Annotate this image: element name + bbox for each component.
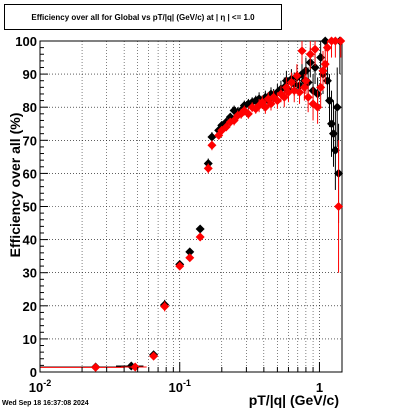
red-data-point: [292, 64, 302, 88]
diamond-marker: [336, 36, 346, 46]
y-axis-label: Efficiency over all (%): [7, 113, 23, 258]
y-tick-label: 70: [23, 133, 37, 148]
y-tick-label: 50: [23, 200, 37, 215]
diamond-marker: [207, 140, 217, 150]
diamond-marker: [334, 202, 344, 211]
diamond-marker: [332, 102, 342, 112]
diamond-marker: [217, 125, 227, 135]
diamond-marker: [313, 102, 323, 112]
diamond-marker: [322, 43, 332, 53]
chart-title: Efficiency over all for Global vs pT/|q|…: [4, 4, 282, 30]
red-data-point: [203, 163, 213, 174]
grid: [40, 41, 342, 372]
x-tick-label: 10-1: [168, 378, 190, 395]
series-1: [40, 36, 346, 372]
red-data-point: [334, 140, 344, 273]
red-data-point: [149, 351, 159, 361]
diamond-marker: [195, 232, 205, 242]
y-tick-label: 100: [15, 34, 37, 49]
diamond-marker: [292, 71, 302, 81]
red-data-point: [330, 36, 340, 58]
diamond-marker: [185, 253, 195, 263]
axes: 0 10 20 30 40 50 60 70 80 90 100 10-2 10-1 1: [15, 34, 323, 395]
diamond-marker: [91, 362, 101, 372]
diamond-marker: [185, 247, 195, 257]
red-data-point: [272, 92, 282, 109]
diamond-marker: [175, 261, 185, 271]
diamond-marker: [160, 301, 170, 311]
diamond-marker: [203, 163, 213, 173]
diamond-marker: [330, 145, 340, 155]
diamond-marker: [310, 44, 320, 54]
diamond-marker: [207, 132, 217, 142]
red-data-point: [322, 41, 332, 68]
diamond-marker: [286, 77, 296, 87]
y-tick-label: 60: [23, 166, 37, 181]
timestamp: Wed Sep 18 16:37:08 2024: [2, 400, 89, 407]
diamond-marker: [310, 62, 320, 72]
red-data-point: [310, 41, 320, 66]
red-data-point: [217, 125, 227, 135]
black-data-point: [195, 224, 205, 234]
red-data-point: [295, 80, 305, 104]
diamond-marker: [330, 36, 340, 46]
x-tick-label: 10-2: [29, 378, 51, 395]
red-data-point: [207, 140, 217, 151]
y-tick-label: 10: [23, 332, 37, 347]
y-tick-label: 90: [23, 67, 37, 82]
red-data-point: [160, 301, 170, 312]
diamond-marker: [272, 96, 282, 106]
diamond-marker: [221, 122, 231, 132]
black-data-point: [332, 67, 342, 147]
diamond-marker: [243, 109, 253, 119]
red-data-point: [221, 122, 231, 132]
diamond-marker: [303, 92, 313, 102]
black-data-point: [330, 110, 340, 190]
red-data-point: [303, 82, 313, 113]
diamond-marker: [195, 224, 205, 234]
x-tick-label: 1: [316, 380, 323, 395]
red-data-point: [297, 41, 307, 65]
series-layer: [40, 36, 346, 372]
red-data-point: [243, 108, 253, 119]
red-data-point: [185, 253, 195, 263]
red-data-point: [313, 90, 323, 124]
red-data-point: [336, 36, 346, 58]
y-tick-label: 40: [23, 233, 37, 248]
diamond-marker: [149, 351, 159, 361]
y-tick-label: 0: [30, 365, 37, 380]
x-axis-label: pT/|q| (GeV/c): [249, 392, 339, 408]
y-tick-label: 80: [23, 100, 37, 115]
red-data-point: [175, 261, 185, 271]
black-data-point: [185, 247, 195, 257]
red-data-point: [305, 41, 315, 70]
y-tick-label: 20: [23, 299, 37, 314]
y-tick-label: 30: [23, 266, 37, 281]
red-data-point: [195, 232, 205, 242]
diamond-marker: [297, 46, 307, 56]
diamond-marker: [295, 87, 305, 97]
diamond-marker: [305, 49, 315, 59]
diamond-marker: [299, 82, 309, 92]
